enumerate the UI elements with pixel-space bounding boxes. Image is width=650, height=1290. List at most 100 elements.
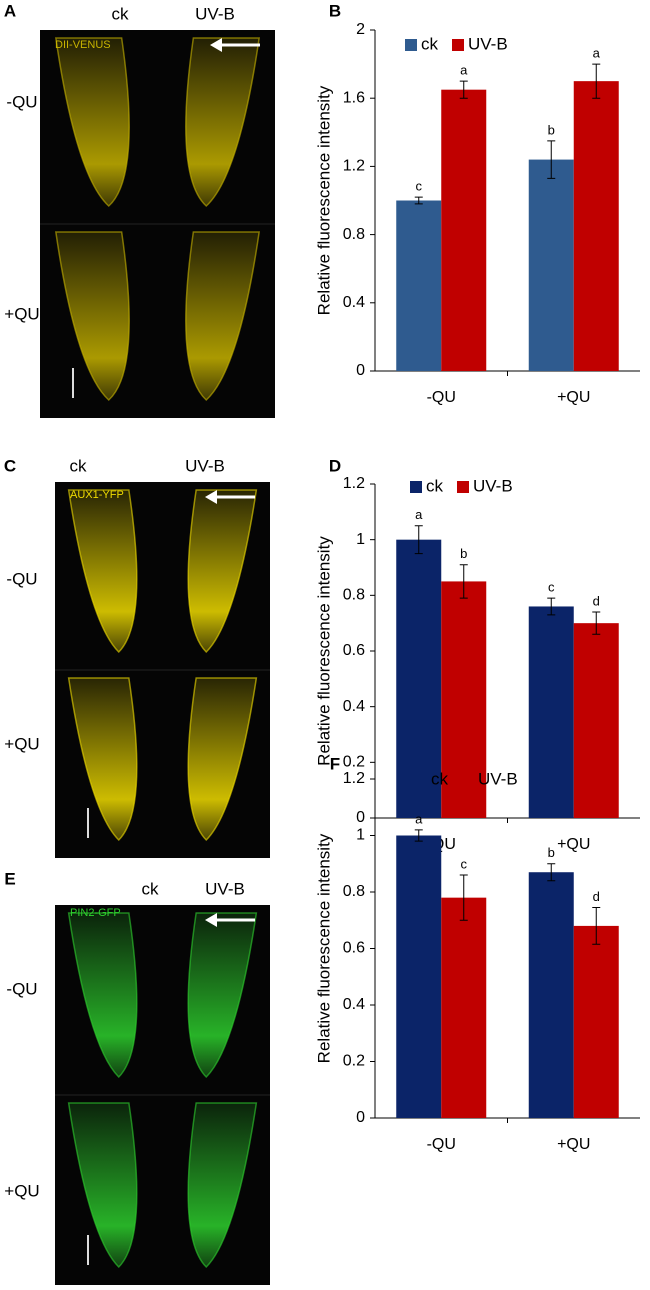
y-tick-label: 1 [356,827,365,844]
legend-label: UV-B [478,769,518,788]
column-label: UV-B [185,456,225,475]
row-label: +QU [4,304,39,323]
y-tick-label: 0.4 [343,996,365,1013]
marker-label: DII-VENUS [55,39,111,51]
significance-letter: b [548,122,555,137]
y-axis-label: Relative fluorescence intensity [314,833,333,1063]
bar [441,897,487,1118]
y-tick-label: 0.6 [343,940,365,957]
significance-letter: a [415,507,423,522]
error-bar [592,611,601,635]
significance-letter: a [415,811,423,826]
error-bar [547,140,556,179]
root [54,231,130,402]
y-tick-label: 0.4 [343,698,365,715]
significance-letter: d [593,889,600,904]
error-bar [459,564,468,599]
root [67,912,138,1079]
legend-label: ck [431,769,449,788]
significance-letter: c [416,179,423,194]
legend-swatch [462,774,474,786]
panel-letter: A [4,1,16,20]
significance-letter: d [593,593,600,608]
panel-letter: C [4,456,16,475]
significance-letter: c [461,856,468,871]
row-label: +QU [4,734,39,753]
y-tick-label: 1 [356,531,365,548]
row-label: -QU [6,92,37,111]
y-axis-label: Relative fluorescence intensity [314,536,333,766]
y-tick-label: 1.2 [343,475,365,492]
bar [573,925,619,1118]
y-tick-label: 1.2 [343,158,365,175]
panel-letter: F [330,754,340,773]
x-tick-label: -QU [427,1136,456,1153]
y-tick-label: 0 [356,1109,365,1126]
x-tick-label: +QU [557,389,590,406]
x-tick-label: -QU [427,389,456,406]
y-tick-label: 0 [356,809,365,826]
x-tick-label: +QU [557,1136,590,1153]
significance-letter: c [548,580,555,595]
marker-label: PIN2-GFP [70,907,121,919]
column-label: UV-B [195,4,235,23]
y-tick-label: 0.2 [343,1053,365,1070]
legend-swatch [452,39,464,51]
error-bar [414,196,423,205]
error-bar [547,863,556,882]
y-axis-label: Relative fluorescence intensity [314,85,333,315]
legend-swatch [410,481,422,493]
root [187,912,258,1079]
legend-swatch [405,39,417,51]
y-tick-label: 0.4 [343,294,365,311]
root [67,489,138,654]
bar [396,835,442,1118]
panel-letter: D [329,456,341,475]
panel-letter: E [4,869,15,888]
column-label: UV-B [205,879,245,898]
root [185,37,261,208]
bar [528,872,574,1118]
legend-swatch [457,481,469,493]
y-tick-label: 1.6 [343,89,365,106]
root [67,677,138,842]
bar [396,539,442,818]
root [54,37,130,208]
bar [528,159,574,371]
legend-swatch [415,774,427,786]
error-bar [414,525,423,555]
significance-letter: a [460,63,468,78]
root [187,677,258,842]
bar [573,623,619,818]
marker-label: AUX1-YFP [70,489,124,501]
legend-label: ck [421,34,439,53]
y-tick-label: 2 [356,21,365,38]
y-tick-label: 0.6 [343,642,365,659]
x-tick-label: +QU [557,836,590,853]
error-bar [459,874,468,921]
arrow-head [205,490,217,504]
y-tick-label: 1.2 [343,770,365,787]
y-tick-label: 0.2 [343,754,365,771]
row-label: -QU [6,569,37,588]
y-tick-label: 0.8 [343,226,365,243]
row-label: -QU [6,979,37,998]
significance-letter: a [593,46,601,61]
bar [528,606,574,818]
column-label: ck [112,4,130,23]
arrow-head [205,913,217,927]
error-bar [414,829,423,842]
y-tick-label: 0 [356,362,365,379]
root [187,1102,258,1269]
legend-label: UV-B [473,476,513,495]
y-tick-label: 0.8 [343,587,365,604]
panel-letter: B [329,1,341,20]
bar [441,89,487,372]
error-bar [547,597,556,616]
error-bar [459,80,468,99]
root [187,489,258,654]
arrow-head [210,38,222,52]
legend-label: UV-B [468,34,508,53]
